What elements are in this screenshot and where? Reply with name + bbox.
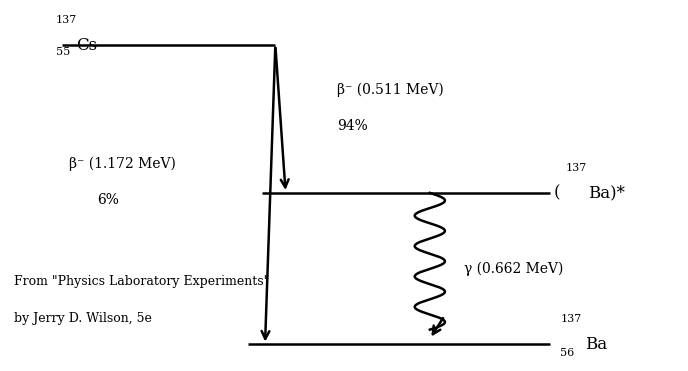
Text: by Jerry D. Wilson, 5e: by Jerry D. Wilson, 5e [14, 312, 152, 325]
Text: γ (0.662 MeV): γ (0.662 MeV) [464, 262, 563, 276]
Text: 137: 137 [560, 314, 581, 324]
Text: 137: 137 [56, 15, 77, 25]
Text: β⁻ (1.172 MeV): β⁻ (1.172 MeV) [69, 156, 176, 171]
Text: β⁻ (0.511 MeV): β⁻ (0.511 MeV) [337, 82, 444, 96]
Text: 6%: 6% [97, 193, 119, 207]
Text: 55: 55 [56, 47, 70, 57]
Text: 94%: 94% [337, 119, 368, 133]
Text: Cs: Cs [76, 37, 97, 53]
Text: From "Physics Laboratory Experiments": From "Physics Laboratory Experiments" [14, 275, 270, 288]
Text: Ba: Ba [585, 336, 607, 353]
Text: 137: 137 [566, 162, 587, 173]
Text: (: ( [553, 184, 560, 201]
Text: 56: 56 [560, 348, 574, 358]
Text: Ba)*: Ba)* [588, 184, 625, 201]
